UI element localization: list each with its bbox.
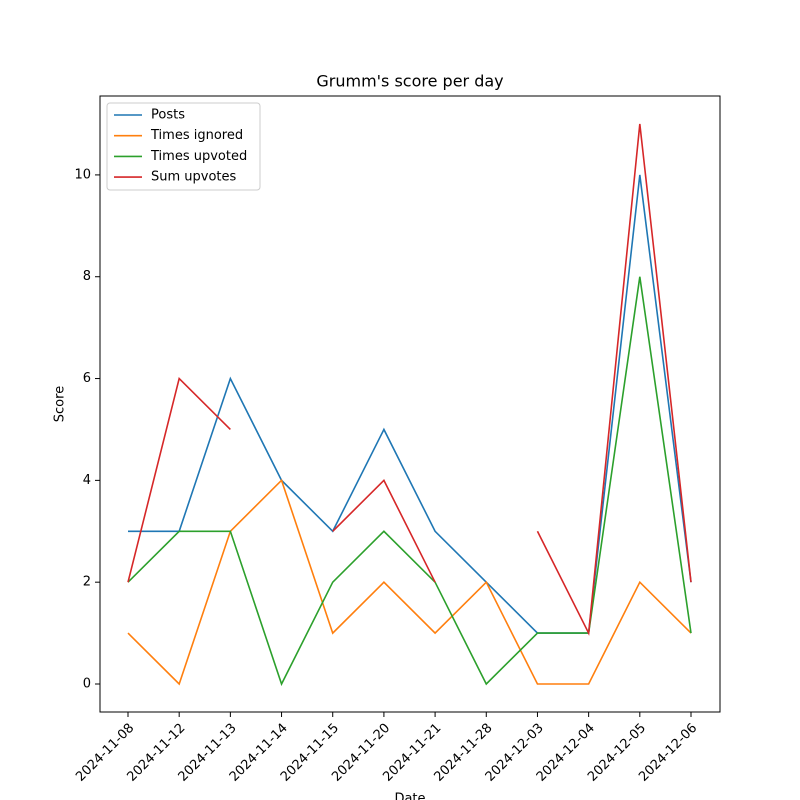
legend-label: Sum upvotes [151,170,237,185]
legend-frame [106,102,261,191]
y-tick-label: 4 [83,473,91,488]
y-tick-label: 10 [74,167,91,182]
chart-title: Grumm's score per day [316,72,503,91]
y-tick-label: 8 [83,269,91,284]
x-axis-label: Date [394,792,425,800]
series-line [128,174,692,634]
series-line [127,276,692,687]
y-tick-label: 0 [83,677,91,692]
plot-frame [99,95,721,713]
series-line [127,478,692,686]
y-tick-label: 2 [83,575,91,590]
y-tick-label: 6 [83,371,91,386]
legend-label: Posts [151,108,185,123]
legend-label: Times upvoted [150,149,247,164]
y-axis-label: Score [53,386,68,422]
legend-label: Times ignored [150,128,243,143]
series-line [127,123,692,636]
